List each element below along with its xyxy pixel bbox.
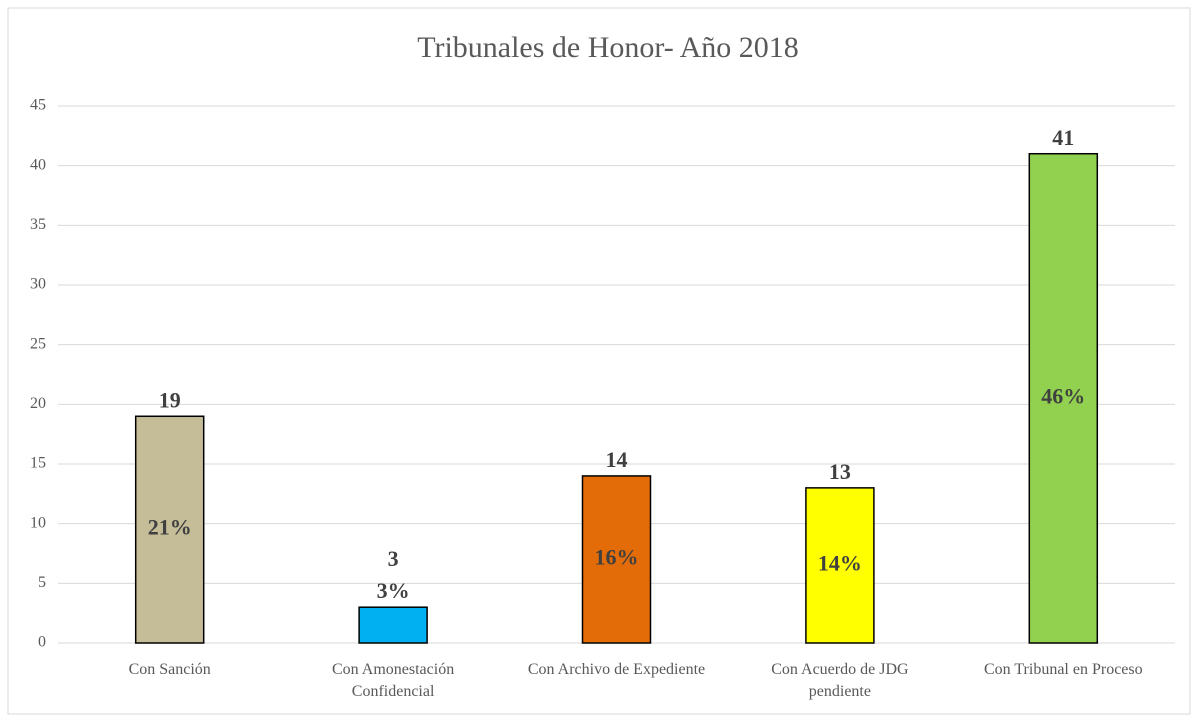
y-tick-label: 35: [30, 216, 46, 233]
x-tick-label: Con Acuerdo de JDG pendiente: [771, 661, 909, 700]
bar: [358, 606, 428, 644]
bar: [134, 415, 205, 644]
percent-label: 46%: [1041, 383, 1085, 408]
chart-title: Tribunales de Honor- Año 2018: [417, 31, 799, 64]
bar: [805, 487, 875, 644]
percent-label: 21%: [148, 515, 192, 540]
percent-label: 3%: [377, 578, 410, 603]
y-tick-label: 25: [30, 335, 46, 352]
y-tick-label: 10: [30, 514, 46, 531]
x-tick-label: Con Sanción: [128, 661, 211, 678]
value-label: 3: [388, 546, 399, 571]
bar: [581, 475, 652, 644]
y-tick-label: 20: [30, 395, 46, 412]
y-tick-label: 30: [30, 276, 46, 293]
y-tick-label: 40: [30, 156, 46, 173]
y-tick-label: 45: [30, 97, 46, 114]
y-tick-label: 0: [38, 634, 46, 651]
percent-label: 14%: [818, 550, 862, 575]
x-tick-label: Con Archivo de Expediente: [527, 661, 706, 678]
percent-label: 16%: [595, 545, 639, 570]
value-label: 14: [606, 447, 628, 472]
x-tick-label: Con Tribunal en Proceso: [983, 661, 1143, 678]
bar: [1028, 152, 1099, 644]
value-label: 41: [1052, 125, 1074, 150]
y-tick-label: 5: [38, 574, 46, 591]
x-tick-label: Con Amonestación Confidencial: [331, 661, 455, 700]
y-tick-label: 15: [30, 455, 46, 472]
value-label: 19: [159, 387, 181, 412]
value-label: 13: [829, 459, 851, 484]
